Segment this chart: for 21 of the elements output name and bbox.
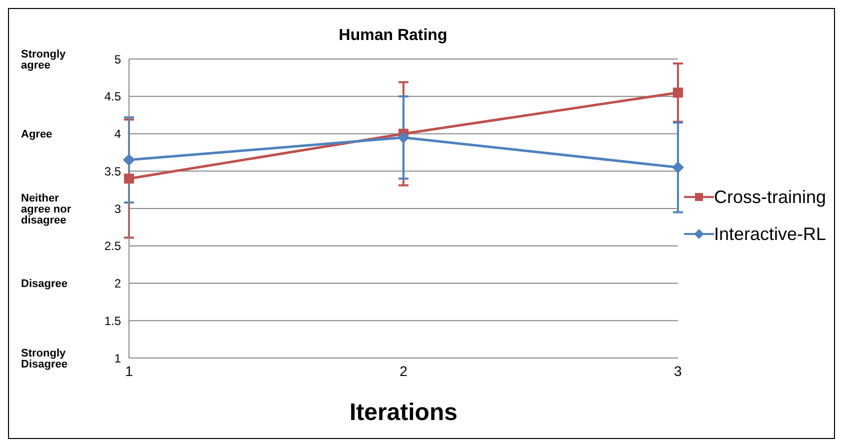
chart-title: Human Rating bbox=[338, 27, 448, 45]
y-tick-label: 3.5 bbox=[104, 164, 122, 178]
legend-label: Interactive-RL bbox=[714, 224, 826, 244]
y-tick-label: 2.5 bbox=[104, 239, 122, 254]
text: Strongly Disagree bbox=[21, 347, 68, 370]
y-tick-label: 4.5 bbox=[104, 90, 122, 104]
x-axis-title: Iterations bbox=[349, 399, 458, 426]
y-tick-label: 1 bbox=[114, 351, 122, 366]
text: Agree bbox=[21, 128, 52, 141]
y-tick-label: 1.5 bbox=[104, 314, 122, 328]
x-tick-label: 3 bbox=[674, 362, 682, 379]
text: Neither agree nor disagree bbox=[21, 192, 72, 226]
y-tick-label: 3 bbox=[114, 202, 122, 216]
x-tick-label: 2 bbox=[400, 362, 408, 379]
y-tick-label: 4 bbox=[114, 127, 122, 142]
legend-label: Cross-training bbox=[714, 186, 826, 208]
text: Disagree bbox=[21, 278, 68, 290]
text: Strongly agree bbox=[21, 48, 66, 72]
y-tick-label: 5 bbox=[114, 52, 122, 66]
x-tick-label: 1 bbox=[125, 362, 134, 379]
y-tick-label: 2 bbox=[114, 276, 122, 291]
